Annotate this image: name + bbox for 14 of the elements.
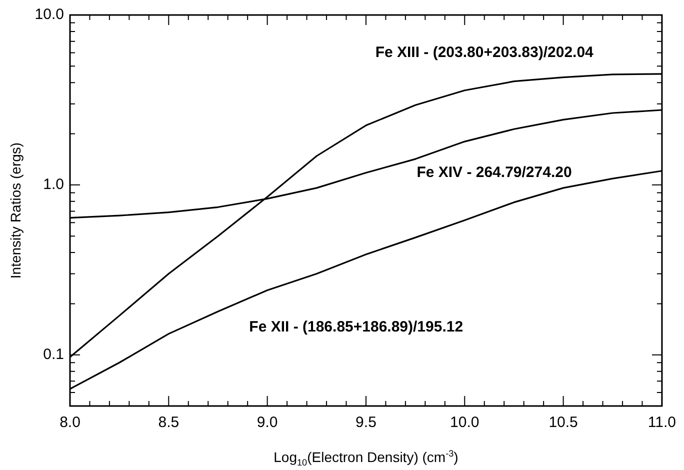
y-tick-label: 10.0	[34, 6, 64, 24]
y-tick-label: 0.1	[43, 346, 64, 363]
x-tick-label: 11.0	[648, 414, 676, 432]
x-tick-label: 9.0	[256, 414, 278, 432]
series-label: Fe XII - (186.85+186.89)/195.12	[249, 318, 464, 336]
x-tick-label: 10.0	[450, 414, 480, 432]
x-tick-label: 8.0	[60, 414, 80, 432]
y-tick-label: 1.0	[43, 176, 64, 194]
series-label: Fe XIII - (203.80+203.83)/202.04	[375, 44, 594, 61]
x-tick-label: 10.5	[548, 414, 578, 432]
x-tick-label: 8.5	[158, 414, 180, 432]
y-axis-title: Intensity Ratios (ergs)	[7, 142, 24, 279]
x-tick-label: 9.5	[356, 414, 376, 432]
series-label: Fe XIV - 264.79/274.20	[416, 164, 572, 181]
